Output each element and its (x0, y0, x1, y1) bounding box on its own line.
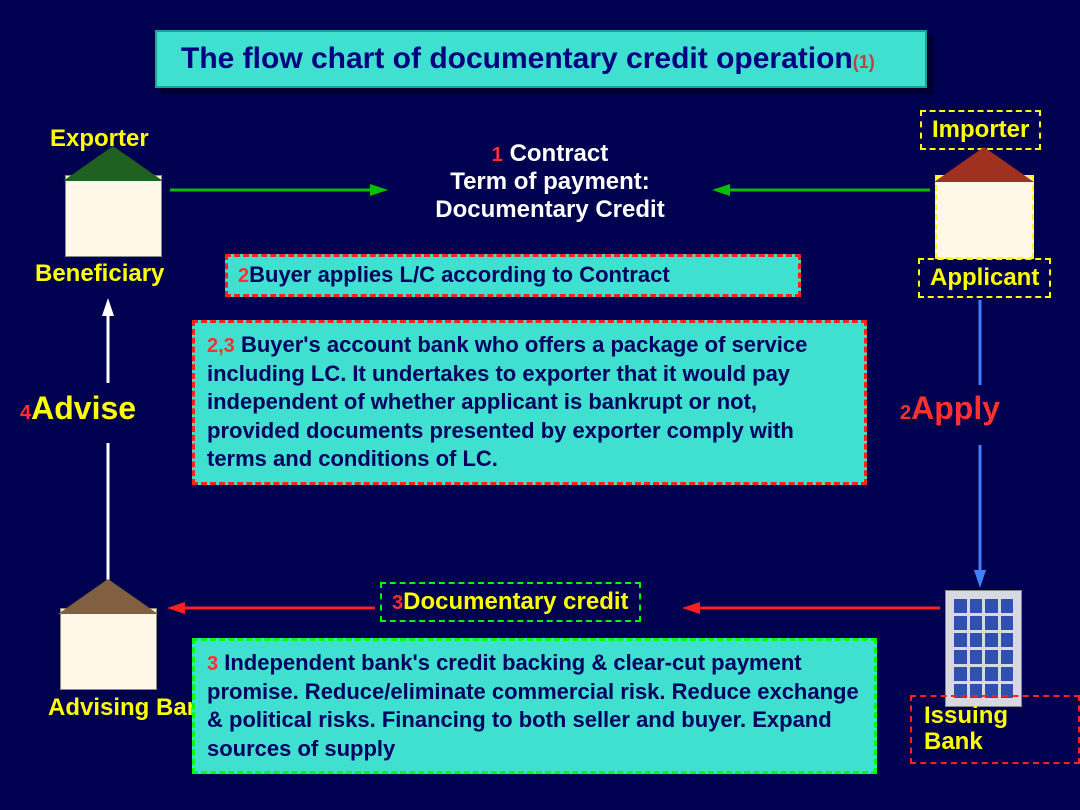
arrow-exporter-contract (170, 180, 390, 200)
title-box: The flow chart of documentary credit ope… (155, 30, 927, 88)
importer-icon (935, 175, 1034, 259)
beneficiary-label: Beneficiary (35, 260, 164, 288)
doc-credit-box: 3Documentary credit (380, 582, 641, 622)
advise-text: Advise (31, 390, 136, 426)
issuing-label-box: Issuing Bank (910, 695, 1080, 764)
importer-label: Importer (932, 116, 1029, 143)
title-text: The flow chart of documentary credit ope… (181, 42, 853, 75)
step2-box: 2Buyer applies L/C according to Contract (225, 254, 801, 297)
explain23-num: 2,3 (207, 335, 235, 357)
issuing-bank-icon (945, 590, 1022, 707)
advising-bank-icon (60, 608, 157, 690)
explain3-text: Independent bank's credit backing & clea… (207, 650, 859, 761)
step2-text: Buyer applies L/C according to Contract (249, 262, 670, 287)
applicant-label-box: Applicant (918, 258, 1051, 298)
arrow-apply (970, 300, 990, 590)
arrow-doc-credit-right (680, 598, 940, 618)
doc-credit-text: Documentary credit (403, 588, 628, 615)
advise-num: 4 (20, 402, 31, 424)
doc-credit-num: 3 (392, 592, 403, 614)
apply-num: 2 (900, 402, 911, 424)
title-suffix: (1) (853, 52, 875, 72)
contract-title: Contract (510, 140, 609, 167)
arrow-advise (98, 298, 118, 588)
importer-label-box: Importer (920, 110, 1041, 150)
contract-block: 1 Contract Term of payment: Documentary … (380, 140, 720, 224)
contract-line1: Term of payment: (450, 168, 650, 195)
explain3-box: 3 Independent bank's credit backing & cl… (192, 638, 877, 774)
advising-label: Advising Bank (48, 695, 215, 721)
contract-line2: Documentary Credit (435, 196, 664, 223)
explain23-box: 2,3 Buyer's account bank who offers a pa… (192, 320, 867, 485)
applicant-label: Applicant (930, 264, 1039, 291)
exporter-icon (65, 175, 162, 257)
explain3-num: 3 (207, 653, 218, 675)
step2-num: 2 (238, 265, 249, 287)
arrow-importer-contract (710, 180, 930, 200)
arrow-doc-credit-left (165, 598, 375, 618)
issuing-label: Issuing Bank (924, 702, 1008, 755)
advise-label: 4Advise (20, 390, 136, 427)
contract-num: 1 (492, 144, 503, 166)
explain23-text: Buyer's account bank who offers a packag… (207, 332, 807, 471)
